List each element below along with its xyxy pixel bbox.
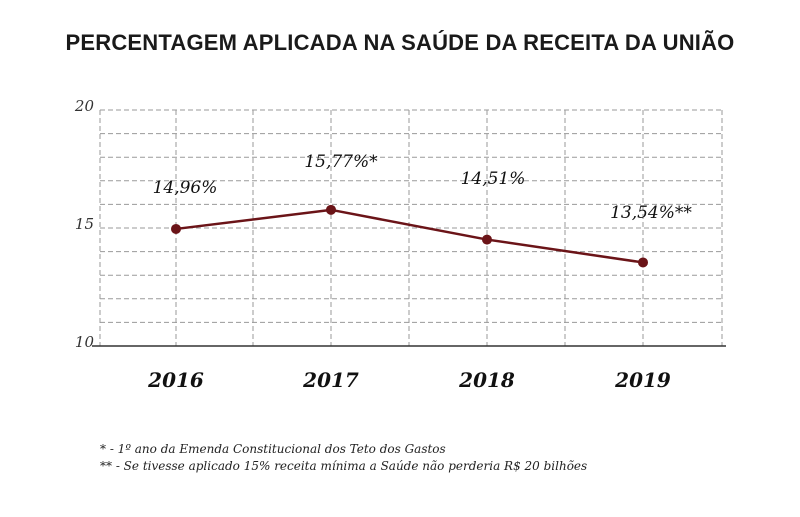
data-point (171, 223, 181, 234)
data-label: 14,96% (153, 178, 218, 198)
data-label: 15,77%* (304, 152, 378, 172)
y-tick-label: 10 (75, 333, 95, 351)
footnote-2: ** - Se tivesse aplicado 15% receita mín… (100, 459, 588, 473)
footnotes: * - 1º ano da Emenda Constitucional dos … (100, 441, 587, 475)
y-tick-label: 20 (74, 97, 95, 115)
footnote-1: * - 1º ano da Emenda Constitucional dos … (100, 442, 446, 456)
data-label: 14,51% (461, 169, 526, 189)
x-tick-label: 2017 (302, 368, 359, 392)
x-tick-label: 2019 (614, 368, 671, 392)
data-point (638, 257, 648, 268)
series-line (175, 208, 644, 264)
y-tick-label: 15 (75, 215, 94, 233)
chart-title: PERCENTAGEM APLICADA NA SAÚDE DA RECEITA… (65, 30, 735, 55)
data-label: 13,54%** (610, 203, 692, 223)
data-point (482, 234, 492, 245)
x-tick-label: 2016 (147, 368, 204, 392)
x-tick-label: 2018 (458, 368, 515, 392)
data-point (326, 204, 336, 215)
